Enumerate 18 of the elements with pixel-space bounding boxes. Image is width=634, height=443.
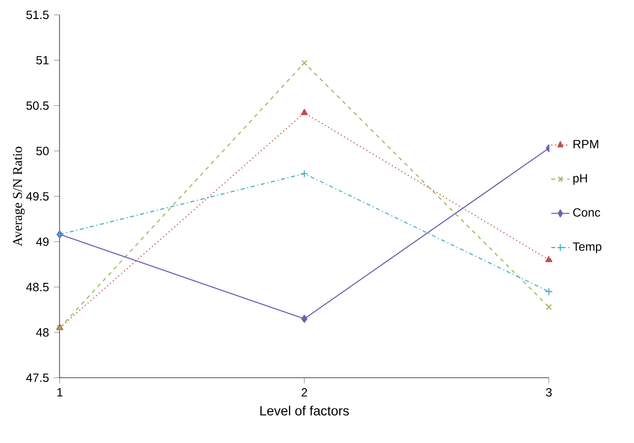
legend-label: pH [573,174,587,185]
y-tick-label: 49.5 [26,192,49,201]
x-tick-label: 2 [302,388,308,396]
y-tick-label: 51 [36,56,49,64]
y-tick-label: 48.5 [26,282,49,292]
y-tick-label: 51.5 [26,10,49,20]
x-tick-label: 1 [57,388,63,396]
y-tick-label: 50.5 [26,101,49,110]
y-tick-label: 49 [36,237,49,246]
x-tick-label: 3 [546,388,552,397]
y-axis-title: Average S/N Ratio [13,146,25,246]
legend-label: Temp [572,242,602,254]
x-axis-title: Level of factors [260,406,349,416]
y-tick-label: 50 [36,146,49,156]
y-tick-label: 47.5 [26,374,49,382]
legend-label: Conc [573,208,600,217]
y-tick-label: 48 [36,328,49,337]
legend-label: RPM [574,140,598,148]
